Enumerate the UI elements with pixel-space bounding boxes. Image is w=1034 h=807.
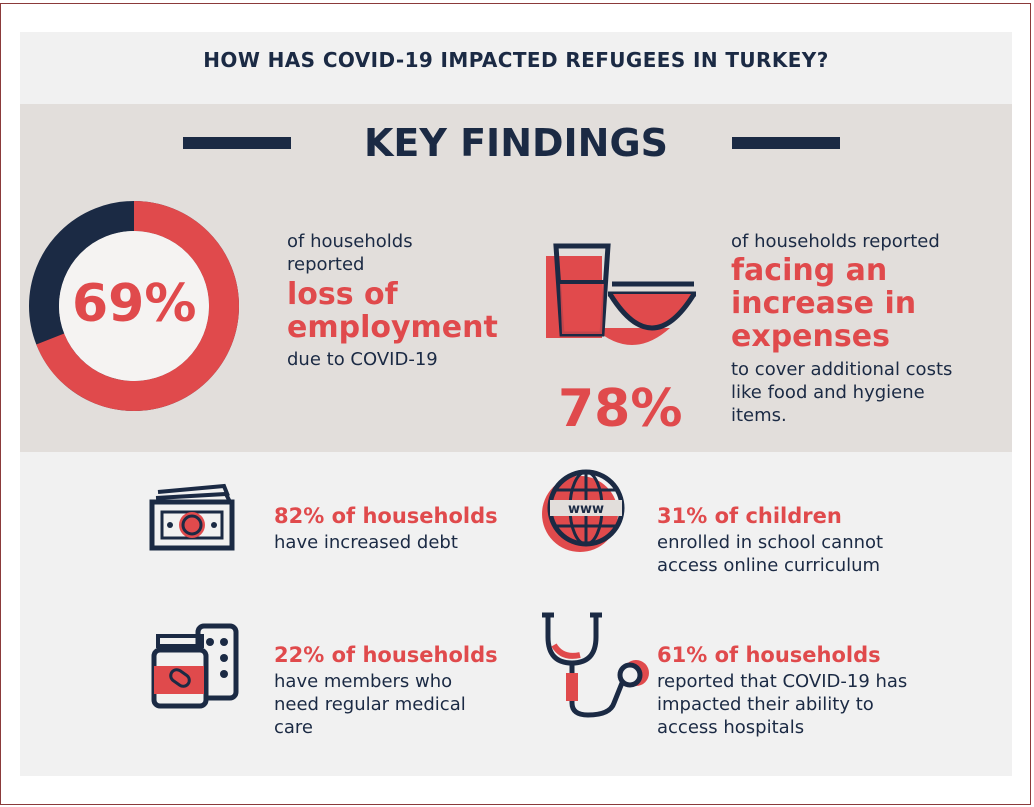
finding-children-text-2: access online curriculum — [657, 555, 881, 576]
title-rule-right — [732, 137, 840, 149]
finding-medical-text-1: have members who — [274, 671, 453, 692]
employment-post-line: due to COVID-19 — [287, 349, 438, 370]
expenses-post-line-2: like food and hygiene — [731, 382, 925, 403]
title-rule-left — [183, 137, 291, 149]
finding-children-text-1: enrolled in school cannot — [657, 532, 884, 553]
page-title: HOW HAS COVID-19 IMPACTED REFUGEES IN TU… — [203, 48, 829, 72]
infographic-card: HOW HAS COVID-19 IMPACTED REFUGEES IN TU… — [20, 32, 1012, 776]
employment-donut-chart — [29, 201, 239, 411]
globe-www-icon: www — [542, 469, 625, 552]
glass-bowl-icon — [546, 243, 697, 345]
finding-hospitals-headline: 61% of households — [657, 643, 881, 667]
finding-children-headline: 31% of children — [657, 504, 842, 528]
expenses-highlight-line-2: increase in — [731, 286, 917, 321]
donut-value-arc — [29, 201, 239, 411]
employment-highlight-line-2: employment — [287, 310, 498, 345]
expenses-post-line-1: to cover additional costs — [731, 359, 953, 380]
expenses-highlight-line-3: expenses — [731, 319, 890, 354]
employment-pre-line-1: of households — [287, 231, 413, 252]
finding-hospitals-text-3: access hospitals — [657, 717, 805, 738]
employment-pre-line-2: reported — [287, 254, 365, 275]
stethoscope-icon — [542, 612, 649, 718]
expenses-percent: 78% — [558, 379, 683, 439]
key-findings-title: KEY FINDINGS — [363, 121, 669, 165]
money-icon — [149, 483, 235, 551]
key-findings-band: KEY FINDINGS 69% of households reported … — [20, 104, 1012, 452]
employment-highlight-line-1: loss of — [287, 277, 398, 312]
donut-center — [59, 231, 209, 381]
expenses-highlight-line-1: facing an — [731, 253, 888, 288]
finding-hospitals-text-2: impacted their ability to — [657, 694, 874, 715]
finding-medical-headline: 22% of households — [274, 643, 498, 667]
employment-percent: 69% — [72, 274, 197, 334]
medicine-icon — [151, 623, 239, 709]
svg-text:www: www — [568, 502, 604, 517]
expenses-pre-line: of households reported — [731, 231, 940, 252]
finding-medical-text-2: need regular medical — [274, 694, 466, 715]
expenses-post-line-3: items. — [731, 405, 787, 426]
finding-debt-headline: 82% of households — [274, 504, 498, 528]
page-frame — [0, 3, 1031, 805]
finding-hospitals-text-1: reported that COVID-19 has — [657, 671, 908, 692]
finding-debt-text: have increased debt — [274, 532, 458, 553]
finding-medical-text-3: care — [274, 717, 314, 738]
